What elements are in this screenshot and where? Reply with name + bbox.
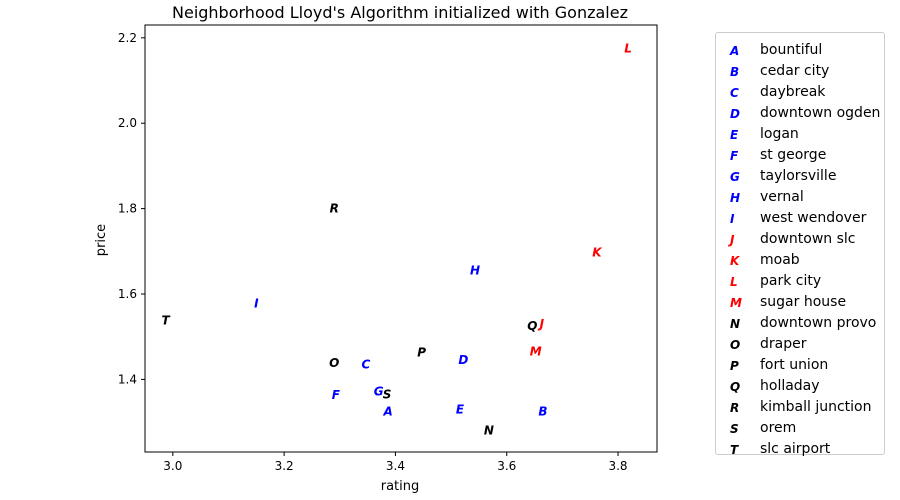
plot-area <box>144 24 658 453</box>
point-logan: E <box>456 402 465 416</box>
y-tick-label: 1.8 <box>118 202 137 216</box>
point-taylorsville: G <box>374 384 384 398</box>
legend-label: draper <box>760 336 807 352</box>
point-sugar-house: M <box>530 345 542 359</box>
point-draper: O <box>329 356 339 370</box>
legend-label: vernal <box>760 189 804 205</box>
legend-label: moab <box>760 252 800 268</box>
legend-marker: I <box>730 212 735 226</box>
point-moab: K <box>592 246 603 260</box>
x-axis-label: rating <box>381 479 420 494</box>
point-holladay: Q <box>527 319 537 333</box>
y-tick-label: 2.2 <box>118 31 137 45</box>
point-downtown-ogden: D <box>458 353 468 367</box>
chart-title: Neighborhood Lloyd's Algorithm initializ… <box>172 3 628 22</box>
legend-marker: N <box>730 317 741 331</box>
legend-label: bountiful <box>760 42 823 58</box>
legend-label: park city <box>760 273 822 289</box>
y-tick-label: 1.4 <box>118 372 137 386</box>
point-fort-union: P <box>417 346 426 360</box>
axis-ticks: 3.0 3.2 3.4 3.6 3.8 1.4 1.6 1.8 2.0 2.2 <box>118 31 628 473</box>
legend-label: west wendover <box>760 210 867 226</box>
legend-marker: T <box>730 443 739 457</box>
point-daybreak: C <box>362 357 371 371</box>
legend-marker: G <box>730 170 740 184</box>
plot-frame <box>144 24 658 453</box>
point-downtown-provo: N <box>484 424 494 438</box>
legend-marker: B <box>730 65 740 79</box>
legend-marker: Q <box>730 380 741 394</box>
legend-marker: R <box>730 401 740 415</box>
legend-label: downtown provo <box>760 315 877 331</box>
x-tick-label: 3.8 <box>608 459 627 473</box>
point-cedar-city: B <box>538 404 547 418</box>
legend-marker: C <box>730 86 739 100</box>
legend-label: kimball junction <box>760 399 872 415</box>
legend-label: fort union <box>760 357 829 373</box>
point-orem: S <box>383 387 392 401</box>
scatter-points: A B C D E F G H I J K L M N O P Q R S T <box>161 41 631 437</box>
legend-marker: E <box>730 128 739 142</box>
legend-marker: S <box>730 422 739 436</box>
legend-label: cedar city <box>760 63 830 79</box>
y-tick-label: 2.0 <box>118 116 137 130</box>
point-west-wendover: I <box>254 296 259 310</box>
point-st-george: F <box>332 388 341 402</box>
legend-label: downtown ogden <box>760 105 881 121</box>
x-tick-label: 3.6 <box>497 459 516 473</box>
legend-label: orem <box>760 420 797 436</box>
legend-marker: O <box>730 338 741 352</box>
legend-label: sugar house <box>760 294 847 310</box>
y-axis-label: price <box>94 224 109 256</box>
legend-marker: P <box>730 359 739 373</box>
point-downtown-slc: J <box>538 317 545 331</box>
legend-label: slc airport <box>760 441 831 457</box>
legend-marker: L <box>730 275 738 289</box>
legend-label: downtown slc <box>760 231 856 247</box>
point-bountiful: A <box>383 404 393 418</box>
point-vernal: H <box>470 264 480 278</box>
legend-marker: M <box>730 296 742 310</box>
legend-label: holladay <box>760 378 820 394</box>
legend-marker: J <box>730 233 735 247</box>
point-slc-airport: T <box>161 313 170 327</box>
legend-label: st george <box>760 147 827 163</box>
point-kimball-junction: R <box>330 202 339 216</box>
x-tick-label: 3.0 <box>163 459 182 473</box>
legend-marker: D <box>730 107 740 121</box>
y-tick-label: 1.6 <box>118 287 137 301</box>
legend-marker: K <box>730 254 740 268</box>
legend-label: taylorsville <box>760 168 837 184</box>
x-tick-label: 3.2 <box>275 459 294 473</box>
legend-marker: H <box>730 191 741 205</box>
legend-label: logan <box>760 126 799 142</box>
point-park-city: L <box>624 41 632 55</box>
legend-label: daybreak <box>760 84 826 100</box>
legend-marker: A <box>730 44 740 58</box>
legend-marker: F <box>730 149 739 163</box>
x-tick-label: 3.4 <box>386 459 405 473</box>
